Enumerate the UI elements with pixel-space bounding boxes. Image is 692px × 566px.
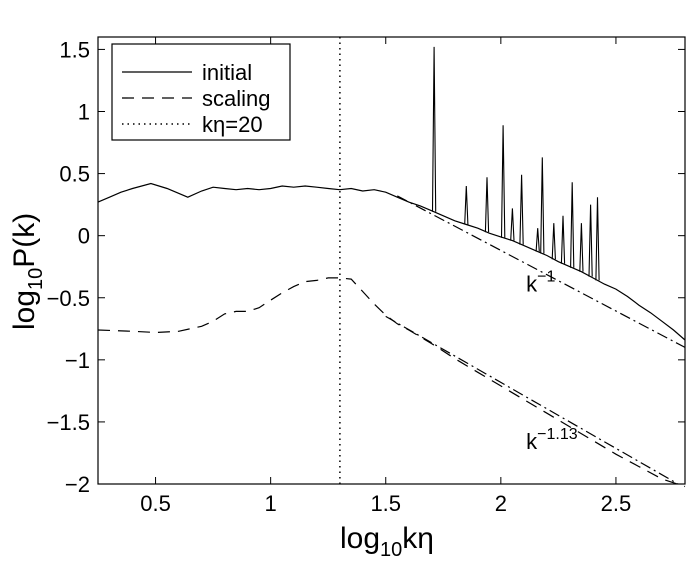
initial-spike [560,215,566,264]
annotations: k−1 k−1.13 [526,269,578,455]
x-tick-label: 1.5 [370,491,401,516]
initial-spike [431,46,437,212]
y-tick-label: −0.5 [47,286,90,311]
initial-spike [588,204,593,277]
initial-spike [464,185,469,225]
y-tick-label: −1 [65,348,90,373]
legend: initial scaling kη=20 [111,43,291,141]
initial-spike [551,223,556,260]
legend-label-scaling: scaling [202,86,270,111]
slope-annotation: k−1 [526,269,555,297]
y-tick-label: 1 [78,100,90,125]
y-axis-label: log10P(k) [8,213,47,330]
series-initial [97,182,686,341]
axis-ticks: 0.5 1 1.5 2 2.5 1.5 1 0.5 0 −0.5 −1 −1.5 −2 [47,37,685,516]
y-tick-label: 0.5 [59,162,90,187]
initial-spike [579,223,584,272]
initial-spike [500,125,506,238]
initial-spike [510,208,515,241]
x-tick-label: 2 [495,491,507,516]
initial-spike [484,177,490,233]
initial-spike [540,157,545,254]
y-tick-label: 0 [78,224,90,249]
initial-spike [535,228,540,252]
slope-annotation: k−1.13 [526,426,578,454]
series-k-1-13-reference [385,315,679,485]
series-k-1-reference [397,195,686,348]
legend-label-kn20: kη=20 [202,112,263,137]
legend-box [111,43,291,141]
y-tick-label: −2 [65,472,90,497]
initial-spike [570,182,575,268]
x-tick-label: 1 [265,491,277,516]
x-tick-label: 2.5 [601,491,632,516]
x-tick-label: 0.5 [140,491,171,516]
series-scaling [97,277,686,488]
y-tick-label: 1.5 [59,37,90,62]
data-series [97,37,686,488]
initial-spike [519,174,524,245]
initial-spike [595,197,600,281]
plot-frame [97,36,686,485]
legend-label-initial: initial [202,60,252,85]
x-axis-label: log10kη [340,522,434,561]
y-tick-label: −1.5 [47,410,90,435]
